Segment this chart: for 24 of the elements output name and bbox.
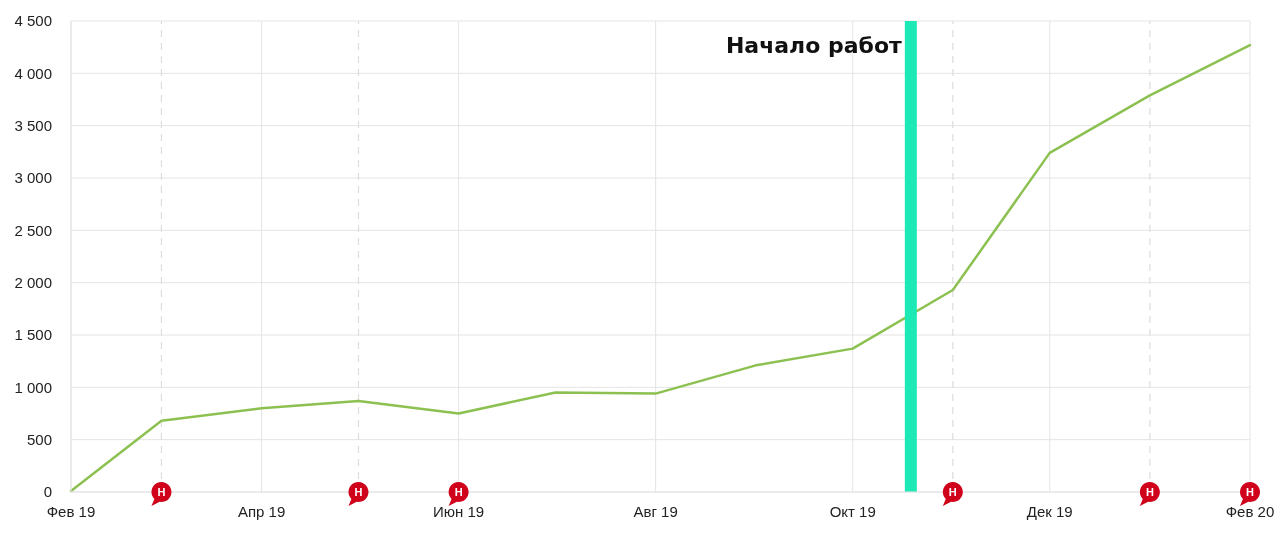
y-tick-label: 3 500 bbox=[14, 116, 52, 134]
y-tick-label: 4 000 bbox=[14, 64, 52, 82]
y-tick-label: 1 000 bbox=[14, 378, 52, 396]
data-label: Н bbox=[1246, 486, 1255, 498]
x-tick-label: Апр 19 bbox=[237, 502, 286, 520]
x-tick-label: Окт 19 bbox=[829, 502, 876, 520]
data-label: Н bbox=[157, 486, 166, 498]
y-tick-label: 3 000 bbox=[14, 169, 52, 187]
x-tick-label: Июн 19 bbox=[433, 502, 485, 520]
data-label: Н bbox=[948, 486, 957, 498]
x-tick-label: Дек 19 bbox=[1026, 502, 1073, 520]
y-tick-label: 0 bbox=[43, 483, 52, 501]
y-tick-label: 4 500 bbox=[14, 12, 52, 30]
y-tick-label: 2 000 bbox=[14, 273, 52, 291]
x-tick-label: Авг 19 bbox=[633, 502, 678, 520]
data-label: Н bbox=[454, 486, 463, 498]
data-label: Н bbox=[1145, 486, 1154, 498]
y-tick-label: 2 500 bbox=[14, 221, 52, 239]
y-tick-label: 500 bbox=[26, 430, 52, 448]
y-tick-label: 1 500 bbox=[14, 326, 52, 344]
data-label: Н bbox=[354, 486, 363, 498]
ref-line-label: Начало работ bbox=[725, 33, 903, 58]
x-tick-label: Фев 20 bbox=[1225, 502, 1275, 520]
x-tick-label: Фев 19 bbox=[46, 502, 96, 520]
